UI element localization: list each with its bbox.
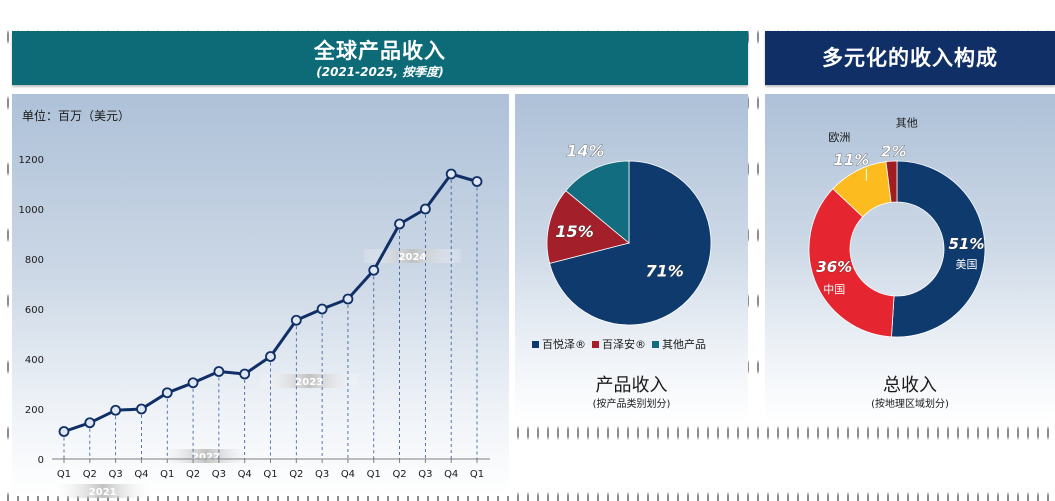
- line-chart-panel: [12, 94, 509, 496]
- donut-slice: [891, 160, 986, 338]
- x-tick-label: Q3: [418, 469, 432, 480]
- data-point: [84, 417, 96, 429]
- x-tick-label: Q1: [57, 469, 71, 480]
- year-label: 2022: [192, 452, 220, 463]
- data-point: [394, 218, 405, 230]
- donut-percent-label: 2%: [881, 143, 906, 161]
- product-revenue-caption-subtitle: (按产品类别划分): [592, 399, 671, 410]
- x-tick-label: Q2: [186, 469, 200, 480]
- global-revenue-title: 全球产品收入: [314, 39, 446, 63]
- donut-region-label: 欧洲: [828, 131, 850, 144]
- legend-label: 其他产品: [662, 337, 706, 351]
- legend-swatch: [592, 341, 599, 348]
- year-label: 2023: [295, 377, 323, 388]
- year-band: [363, 249, 462, 263]
- data-point: [265, 351, 276, 362]
- legend-label: 百泽安®: [602, 337, 646, 351]
- revenue-mix-title: 多元化的收入构成: [822, 46, 998, 70]
- pie-slice: [546, 190, 630, 264]
- y-tick-label: 0: [38, 455, 44, 466]
- y-tick-label: 800: [25, 255, 44, 266]
- revenue-mix-banner: 多元化的收入构成: [765, 31, 1055, 85]
- x-tick-label: Q2: [392, 469, 406, 480]
- product-revenue-pie-chart: 71% 15% 14% 百悦泽® 百泽安® 其他产品: [532, 141, 712, 351]
- data-point: [342, 293, 354, 305]
- x-tick-label: Q3: [315, 469, 329, 480]
- donut-percent-label: 11%: [833, 151, 869, 169]
- x-tick-label: Q3: [109, 469, 123, 480]
- y-tick-label: 1200: [19, 155, 44, 166]
- region-revenue-caption: 总收入 (按地理区域划分): [765, 374, 1055, 412]
- x-tick-label: Q2: [83, 469, 97, 480]
- pie-slice: [565, 160, 630, 244]
- x-tick-label: Q1: [160, 469, 174, 480]
- pie-percent-label: 14%: [566, 141, 604, 160]
- region-revenue-donut-chart: 51% 美国 36% 中国 11% 欧洲 2% 其他: [808, 117, 986, 338]
- donut-slice: [885, 160, 898, 203]
- x-tick-label: Q1: [367, 469, 381, 480]
- pie-percent-label: 71%: [645, 262, 683, 281]
- donut-region-label: 中国: [823, 283, 845, 296]
- year-label: 2021: [89, 487, 117, 498]
- region-revenue-caption-title: 总收入: [883, 375, 937, 396]
- unit-label: 单位：百万（美元）: [22, 108, 130, 123]
- quarterly-revenue-line-chart: 单位：百万（美元） 2021 2022 2023 2024 0 200 400 600 800 10…: [19, 108, 490, 498]
- data-point: [445, 168, 457, 180]
- x-tick-label: Q4: [444, 469, 458, 480]
- x-tick-label: Q3: [212, 469, 226, 480]
- x-tick-label: Q4: [341, 469, 355, 480]
- donut-percent-label: 36%: [816, 258, 852, 276]
- year-band: [54, 484, 152, 498]
- global-revenue-subtitle: (2021-2025, 按季度): [316, 65, 444, 79]
- data-point: [58, 426, 70, 437]
- data-point: [316, 303, 328, 315]
- pie-percent-label: 15%: [555, 222, 593, 241]
- data-point: [213, 366, 225, 377]
- y-tick-label: 600: [25, 305, 44, 316]
- global-revenue-banner: 全球产品收入 (2021-2025, 按季度): [12, 31, 748, 85]
- data-point: [110, 404, 122, 416]
- data-point: [187, 377, 199, 389]
- product-revenue-caption-title: 产品收入: [595, 375, 668, 396]
- region-revenue-caption-subtitle: (按地理区域划分): [871, 399, 949, 410]
- legend-swatch: [652, 341, 659, 348]
- data-point: [419, 203, 431, 215]
- data-point: [161, 387, 173, 399]
- donut-percent-label: 51%: [949, 235, 985, 253]
- legend-swatch: [532, 341, 539, 348]
- y-tick-label: 1000: [19, 205, 44, 216]
- x-tick-label: Q1: [263, 469, 277, 480]
- donut-region-label: 其他: [896, 117, 918, 130]
- data-point: [136, 403, 147, 415]
- pie-slice: [549, 160, 712, 326]
- legend-label: 百悦泽®: [542, 337, 586, 351]
- x-tick-label: Q1: [470, 469, 484, 480]
- data-point: [471, 176, 483, 187]
- year-label: 2024: [399, 252, 427, 263]
- y-tick-label: 200: [25, 405, 44, 416]
- x-tick-label: Q4: [134, 469, 148, 480]
- product-revenue-caption: 产品收入 (按产品类别划分): [515, 374, 748, 412]
- data-point: [368, 264, 380, 276]
- donut-region-label: 美国: [955, 258, 977, 271]
- year-band: [260, 374, 358, 388]
- x-tick-label: Q2: [289, 469, 303, 480]
- data-point: [239, 368, 251, 380]
- y-tick-label: 400: [25, 355, 44, 366]
- data-point: [290, 314, 302, 326]
- x-tick-label: Q4: [238, 469, 252, 480]
- donut-slice: [808, 188, 895, 338]
